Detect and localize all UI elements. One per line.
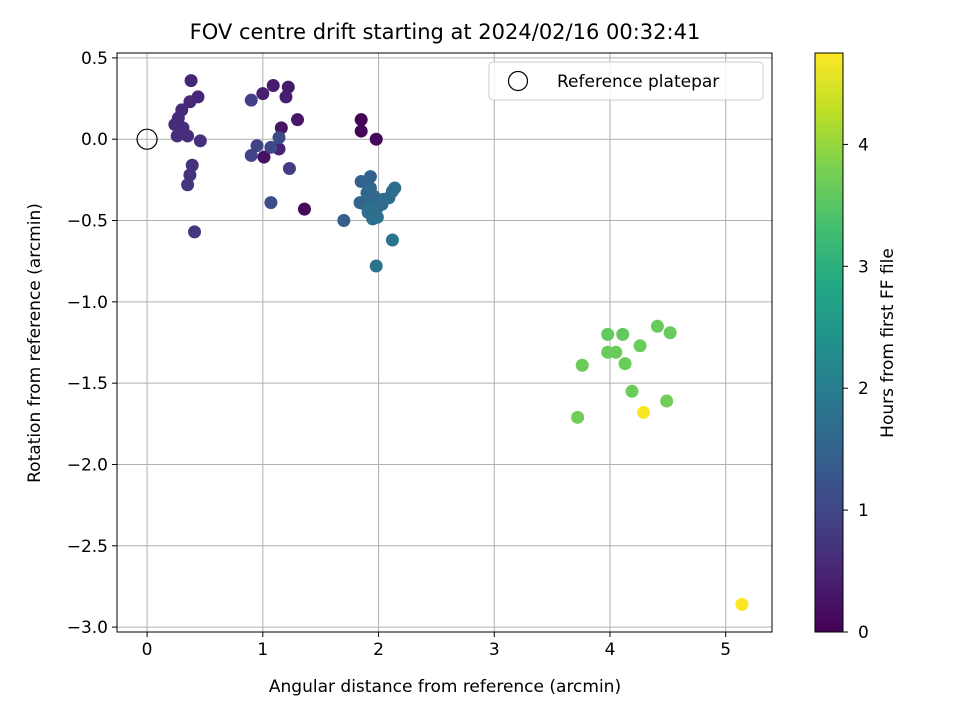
x-tick-label: 1 xyxy=(257,640,268,660)
y-tick-label: 0.5 xyxy=(81,49,108,69)
scatter-point xyxy=(735,597,749,611)
scatter-point xyxy=(193,134,207,148)
plot-frame xyxy=(116,52,773,633)
scatter-point xyxy=(363,170,377,184)
scatter-series xyxy=(168,74,749,611)
colorbar-tick-label: 4 xyxy=(858,135,869,155)
legend-box xyxy=(488,61,764,101)
y-tick-label: −3.0 xyxy=(67,618,108,638)
scatter-point xyxy=(181,129,195,143)
x-tick-label: 2 xyxy=(373,640,384,660)
colorbar xyxy=(814,52,844,633)
colorbar-tick-label: 2 xyxy=(858,379,869,399)
grid xyxy=(117,53,772,632)
scatter-point xyxy=(266,79,280,93)
plot-area xyxy=(117,53,772,632)
scatter-point xyxy=(369,259,383,273)
scatter-point xyxy=(663,326,677,340)
scatter-point xyxy=(571,410,585,424)
scatter-point xyxy=(256,87,270,101)
scatter-point xyxy=(575,358,589,372)
colorbar-tick-label: 3 xyxy=(858,257,869,277)
colorbar-label: Hours from first FF file xyxy=(878,248,898,438)
x-tick-label: 0 xyxy=(142,640,153,660)
colorbar-ticks: 0 1 2 3 4 xyxy=(843,135,869,643)
scatter-point xyxy=(250,139,264,153)
y-tick-label: 0.0 xyxy=(81,130,108,150)
reference-point xyxy=(136,128,158,150)
scatter-point xyxy=(183,95,197,109)
scatter-point xyxy=(625,384,639,398)
legend-label: Reference platepar xyxy=(557,72,719,92)
scatter-point xyxy=(279,90,293,104)
scatter-point xyxy=(609,345,623,359)
y-tick-label: −2.0 xyxy=(67,455,108,475)
scatter-point xyxy=(385,233,399,247)
scatter-point xyxy=(354,113,368,127)
y-axis-ticks: 0.5 0.0 −0.5 −1.0 −1.5 −2.0 −2.5 −3.0 xyxy=(67,49,117,638)
scatter-point xyxy=(272,131,286,145)
y-axis-label: Rotation from reference (arcmin) xyxy=(25,203,45,483)
scatter-point xyxy=(184,74,198,88)
scatter-point xyxy=(282,161,296,175)
x-axis-ticks: 0 1 2 3 4 5 xyxy=(142,632,731,660)
scatter-point xyxy=(362,201,376,215)
colorbar-tick-label: 0 xyxy=(858,623,869,643)
scatter-point xyxy=(183,168,197,182)
y-tick-label: −2.5 xyxy=(67,537,108,557)
legend: Reference platepar xyxy=(488,61,764,101)
scatter-point xyxy=(297,202,311,216)
scatter-point xyxy=(244,148,258,162)
scatter-point xyxy=(601,327,615,341)
scatter-point xyxy=(370,210,384,224)
scatter-point xyxy=(385,184,399,198)
scatter-point xyxy=(170,129,184,143)
colorbar-tick-label: 1 xyxy=(858,501,869,521)
scatter-point xyxy=(188,225,202,239)
scatter-point xyxy=(185,158,199,172)
y-tick-label: −0.5 xyxy=(67,212,108,232)
x-tick-label: 4 xyxy=(605,640,616,660)
scatter-point xyxy=(650,319,664,333)
scatter-point xyxy=(369,132,383,146)
y-tick-label: −1.5 xyxy=(67,374,108,394)
scatter-point xyxy=(616,327,630,341)
reference-platepar-series xyxy=(136,128,158,150)
scatter-point xyxy=(274,121,288,135)
scatter-point xyxy=(337,214,351,228)
chart-title: FOV centre drift starting at 2024/02/16 … xyxy=(190,20,701,44)
scatter-point xyxy=(633,339,647,353)
scatter-point xyxy=(257,150,271,164)
legend-marker-open-circle xyxy=(507,70,529,92)
y-tick-label: −1.0 xyxy=(67,293,108,313)
scatter-point xyxy=(618,357,632,371)
scatter-point xyxy=(354,124,368,138)
scatter-point xyxy=(637,405,651,419)
x-tick-label: 3 xyxy=(489,640,500,660)
scatter-point xyxy=(281,80,295,94)
scatter-point xyxy=(244,93,258,107)
x-tick-label: 5 xyxy=(720,640,731,660)
scatter-point xyxy=(264,196,278,210)
scatter-point xyxy=(181,178,195,192)
x-axis-label: Angular distance from reference (arcmin) xyxy=(269,677,621,697)
scatter-point xyxy=(264,140,278,154)
scatter-point xyxy=(660,394,674,408)
scatter-point xyxy=(291,113,305,127)
